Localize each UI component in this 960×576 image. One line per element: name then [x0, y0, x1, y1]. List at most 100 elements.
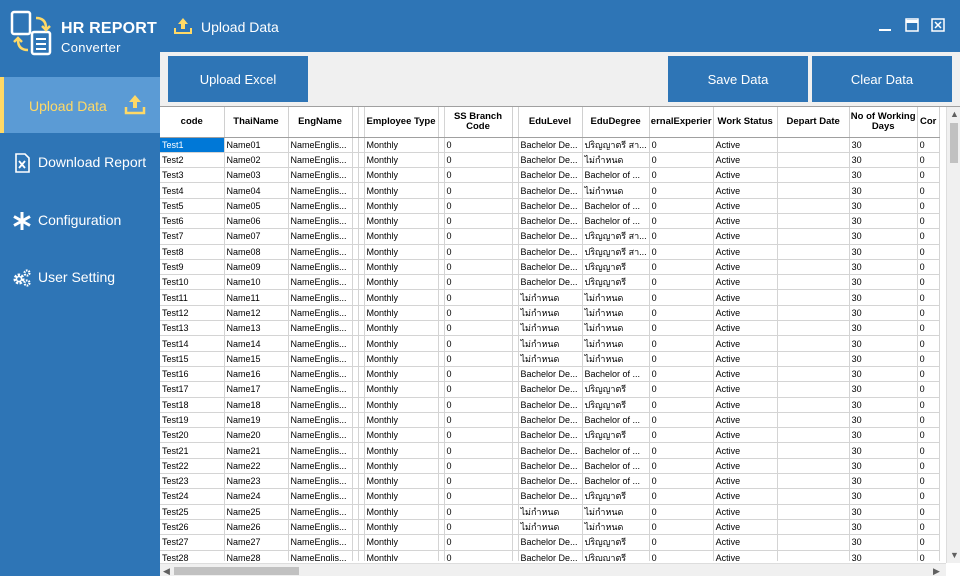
table-cell[interactable]: Name09	[224, 259, 289, 276]
table-cell[interactable]	[512, 458, 519, 475]
scroll-right-icon[interactable]: ▶	[933, 566, 940, 576]
table-cell[interactable]	[512, 550, 519, 561]
table-cell[interactable]: NameEnglis...	[288, 381, 353, 398]
table-cell[interactable]: 30	[849, 427, 918, 444]
table-cell[interactable]: Name19	[224, 412, 289, 429]
table-cell[interactable]: 0	[917, 289, 940, 306]
table-cell[interactable]	[512, 320, 519, 337]
table-cell[interactable]: NameEnglis...	[288, 274, 353, 291]
table-cell[interactable]: Bachelor De...	[518, 167, 583, 184]
table-cell[interactable]	[777, 412, 850, 429]
table-cell[interactable]: 0	[649, 427, 714, 444]
table-cell[interactable]: Bachelor De...	[518, 442, 583, 459]
table-cell[interactable]	[358, 427, 365, 444]
table-cell[interactable]: 0	[444, 458, 513, 475]
table-cell[interactable]	[777, 534, 850, 551]
table-cell[interactable]: Test17	[160, 381, 225, 398]
table-cell[interactable]: 0	[649, 458, 714, 475]
table-cell[interactable]: Monthly	[364, 412, 439, 429]
table-cell[interactable]: 0	[444, 488, 513, 505]
table-cell[interactable]	[777, 488, 850, 505]
table-cell[interactable]	[352, 504, 359, 520]
table-cell[interactable]: 0	[444, 213, 513, 230]
table-cell[interactable]: Test18	[160, 397, 225, 413]
table-cell[interactable]: Monthly	[364, 381, 439, 398]
table-cell[interactable]: ปริญญาตรี สา...	[582, 244, 650, 260]
table-cell[interactable]: Bachelor De...	[518, 427, 583, 444]
table-cell[interactable]: NameEnglis...	[288, 442, 353, 459]
table-cell[interactable]: Active	[713, 228, 778, 245]
table-cell[interactable]	[358, 412, 365, 429]
table-cell[interactable]: ไม่กำหนด	[582, 182, 650, 199]
scroll-left-icon[interactable]: ◀	[163, 566, 170, 576]
table-row[interactable]: Test4 Name04 NameEnglis... Monthly 0 Bachelor…	[160, 182, 940, 199]
column-header[interactable]: EduDegree	[582, 107, 650, 138]
table-cell[interactable]: 30	[849, 259, 918, 276]
table-cell[interactable]: 0	[649, 504, 714, 520]
table-cell[interactable]: ไม่กำหนด	[582, 504, 650, 520]
table-cell[interactable]	[358, 213, 365, 230]
table-cell[interactable]: Monthly	[364, 228, 439, 245]
table-cell[interactable]	[358, 320, 365, 337]
table-cell[interactable]: Monthly	[364, 550, 439, 561]
table-cell[interactable]: NameEnglis...	[288, 305, 353, 322]
table-cell[interactable]: ปริญญาตรี	[582, 259, 650, 276]
table-cell[interactable]: Active	[713, 152, 778, 169]
table-cell[interactable]: Name17	[224, 381, 289, 398]
table-cell[interactable]: Name01	[224, 137, 289, 153]
table-row[interactable]: Test13 Name13 NameEnglis... Monthly 0 ไม่กำหน…	[160, 320, 940, 337]
table-cell[interactable]: 0	[444, 228, 513, 245]
table-row[interactable]: Test18 Name18 NameEnglis... Monthly 0 Bachelo…	[160, 397, 940, 413]
table-cell[interactable]	[512, 534, 519, 551]
table-cell[interactable]	[512, 289, 519, 306]
table-cell[interactable]: 0	[917, 381, 940, 398]
table-row[interactable]: Test10 Name10 NameEnglis... Monthly 0 Bachelo…	[160, 274, 940, 291]
table-cell[interactable]: 0	[444, 504, 513, 520]
table-cell[interactable]	[358, 228, 365, 245]
column-header[interactable]: EngName	[288, 107, 353, 138]
table-cell[interactable]: ไม่กำหนด	[582, 320, 650, 337]
table-cell[interactable]: 0	[917, 244, 940, 260]
table-cell[interactable]	[438, 381, 445, 398]
table-cell[interactable]: 0	[444, 167, 513, 184]
table-cell[interactable]: 0	[444, 274, 513, 291]
table-cell[interactable]	[777, 335, 850, 352]
table-cell[interactable]: 0	[649, 320, 714, 337]
table-cell[interactable]: Test10	[160, 274, 225, 291]
table-cell[interactable]: 0	[649, 534, 714, 551]
table-cell[interactable]	[358, 504, 365, 520]
table-cell[interactable]: Bachelor De...	[518, 198, 583, 214]
table-cell[interactable]: Monthly	[364, 366, 439, 383]
table-cell[interactable]: Name05	[224, 198, 289, 214]
table-cell[interactable]	[438, 182, 445, 199]
upload-excel-button[interactable]: Upload Excel	[168, 56, 308, 102]
table-cell[interactable]: Active	[713, 504, 778, 520]
table-cell[interactable]: 0	[917, 305, 940, 322]
table-cell[interactable]: Active	[713, 305, 778, 322]
table-cell[interactable]: Test4	[160, 182, 225, 199]
table-cell[interactable]	[438, 442, 445, 459]
table-cell[interactable]: Active	[713, 427, 778, 444]
table-cell[interactable]	[358, 488, 365, 505]
table-cell[interactable]: 0	[444, 412, 513, 429]
table-cell[interactable]	[438, 534, 445, 551]
table-cell[interactable]	[352, 167, 359, 184]
table-cell[interactable]: Name15	[224, 351, 289, 367]
table-cell[interactable]	[352, 550, 359, 561]
table-cell[interactable]: Name07	[224, 228, 289, 245]
table-cell[interactable]: ปริญญาตรี	[582, 274, 650, 291]
table-row[interactable]: Test16 Name16 NameEnglis... Monthly 0 Bachelo…	[160, 366, 940, 383]
table-row[interactable]: Test12 Name12 NameEnglis... Monthly 0 ไม่กำหน…	[160, 305, 940, 322]
table-cell[interactable]	[438, 473, 445, 490]
table-cell[interactable]: Name27	[224, 534, 289, 551]
table-cell[interactable]: Name08	[224, 244, 289, 260]
table-cell[interactable]: NameEnglis...	[288, 213, 353, 230]
table-cell[interactable]: 30	[849, 182, 918, 199]
table-cell[interactable]	[352, 259, 359, 276]
table-cell[interactable]: Name11	[224, 289, 289, 306]
table-row[interactable]: Test5 Name05 NameEnglis... Monthly 0 Bachelor…	[160, 198, 940, 214]
table-cell[interactable]	[777, 458, 850, 475]
table-cell[interactable]: 30	[849, 550, 918, 561]
table-cell[interactable]: Name23	[224, 473, 289, 490]
table-cell[interactable]	[777, 259, 850, 276]
